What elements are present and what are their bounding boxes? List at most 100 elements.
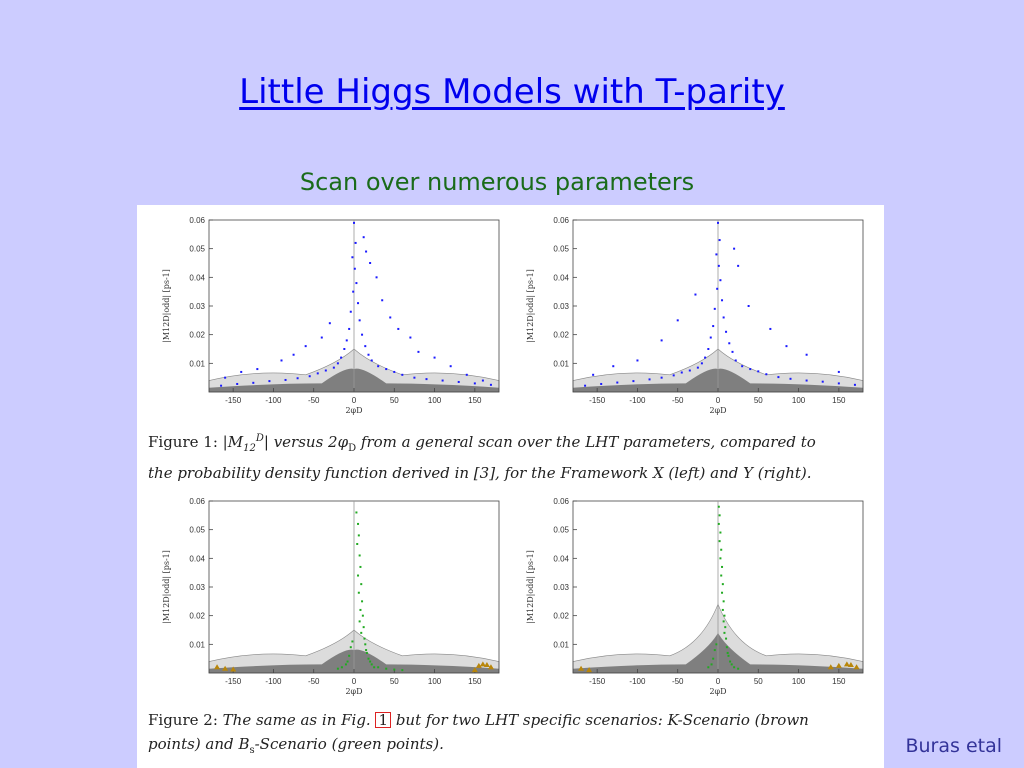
- data-point: [648, 378, 651, 381]
- data-point: [680, 371, 683, 374]
- data-point: [358, 554, 361, 557]
- data-point: [413, 376, 416, 379]
- scatter-panel-2: 0.01 0.02 0.03 0.04 0.05 0.06 -150 -100 -50 0 50 10…: [526, 216, 864, 415]
- x-tick-label: 50: [754, 677, 763, 686]
- y-tick-label: 0.05: [553, 245, 569, 254]
- data-point: [731, 350, 734, 353]
- data-point: [370, 663, 373, 666]
- data-point: [718, 239, 721, 242]
- data-point: [355, 511, 358, 514]
- y-tick-label: 0.02: [189, 612, 205, 621]
- x-tick-label: -50: [308, 677, 320, 686]
- slide-title[interactable]: Little Higgs Models with T-parity: [239, 72, 785, 112]
- y-tick-label: 0.01: [189, 640, 205, 649]
- data-point: [348, 327, 351, 330]
- x-tick-label: -150: [225, 396, 242, 405]
- data-point: [805, 353, 808, 356]
- y-tick-label: 0.04: [189, 273, 205, 282]
- x-tick-label: 50: [390, 396, 399, 405]
- caption-2-lead: The same as in Fig.: [222, 711, 371, 729]
- data-point: [358, 620, 361, 623]
- data-point: [636, 359, 639, 362]
- data-point: [835, 662, 842, 668]
- y-tick-label: 0.05: [553, 526, 569, 535]
- data-point: [352, 290, 355, 293]
- data-point: [805, 379, 808, 382]
- data-point: [381, 299, 384, 302]
- x-tick-label: -150: [225, 677, 242, 686]
- data-point: [704, 356, 707, 359]
- data-point: [724, 626, 727, 629]
- data-point: [721, 583, 724, 586]
- data-point: [483, 661, 490, 667]
- data-point: [722, 600, 725, 603]
- y-axis-label: |M12D|odd| [ps-1]: [162, 550, 171, 624]
- data-point: [222, 665, 229, 671]
- x-tick-label: -50: [672, 396, 684, 405]
- data-point: [712, 657, 715, 660]
- data-point: [343, 348, 346, 350]
- data-point: [725, 330, 728, 333]
- data-point: [837, 382, 840, 385]
- x-tick-label: 100: [792, 677, 806, 686]
- data-point: [688, 369, 691, 372]
- x-tick-label: 50: [754, 396, 763, 405]
- scatter-panel-3: 0.01 0.02 0.03 0.04 0.05 0.06 -150 -100 -50 0 50 10…: [162, 497, 500, 696]
- data-point: [694, 293, 697, 296]
- x-tick-label: 0: [716, 677, 721, 686]
- data-point: [357, 574, 360, 577]
- data-point: [284, 378, 287, 381]
- data-point: [718, 514, 721, 517]
- y-tick-label: 0.02: [553, 612, 569, 621]
- data-point: [725, 637, 728, 640]
- y-tick-label: 0.04: [553, 554, 569, 563]
- data-point: [728, 342, 731, 345]
- data-point: [723, 614, 726, 617]
- data-point: [727, 654, 730, 657]
- data-point: [707, 666, 710, 669]
- data-point: [367, 657, 370, 660]
- data-point: [214, 664, 221, 670]
- data-point: [765, 373, 768, 376]
- data-point: [449, 365, 452, 368]
- data-point: [373, 666, 376, 669]
- y-tick-label: 0.01: [189, 359, 205, 368]
- data-point: [723, 631, 726, 634]
- caption-1-line-2: the probability density function derived…: [148, 464, 812, 482]
- data-point: [328, 322, 331, 325]
- caption-2-k-symbol: K: [667, 711, 678, 729]
- data-point: [737, 667, 740, 670]
- data-point: [385, 368, 388, 371]
- data-point: [837, 370, 840, 373]
- data-point: [401, 669, 404, 672]
- data-point: [361, 614, 364, 617]
- data-point: [417, 350, 420, 353]
- caption-2-bs-sub: s: [249, 745, 255, 756]
- plots-canvas: 0.01 0.02 0.03 0.04 0.05 0.06 -150 -100 -50 0 50 10…: [162, 216, 864, 696]
- caption-2-line2-a: points) and: [148, 735, 234, 753]
- data-point: [351, 256, 354, 259]
- data-point: [719, 279, 722, 282]
- y-tick-label: 0.02: [553, 331, 569, 340]
- data-point: [660, 339, 663, 342]
- data-point: [847, 661, 854, 667]
- data-point: [280, 359, 283, 362]
- x-tick-label: 0: [352, 396, 357, 405]
- data-point: [236, 382, 239, 385]
- data-point: [757, 370, 760, 373]
- data-point: [324, 369, 327, 372]
- y-tick-label: 0.06: [553, 497, 569, 506]
- data-point: [749, 368, 752, 371]
- caption-2-line2-b: -Scenario (green points).: [254, 735, 444, 753]
- y-tick-label: 0.01: [553, 640, 569, 649]
- caption-2-mid: but for two LHT specific scenarios:: [395, 711, 663, 729]
- data-point: [359, 565, 362, 568]
- scatter-panel-4: 0.01 0.02 0.03 0.04 0.05 0.06 -150 -100 -50 0 50 10…: [526, 497, 864, 696]
- figure-reference-link[interactable]: 1: [375, 712, 392, 728]
- data-point: [777, 376, 780, 379]
- data-point: [733, 666, 736, 669]
- data-point: [719, 557, 722, 560]
- caption-2-k-text: -Scenario (brown: [677, 711, 809, 729]
- credit-text: Buras etal: [905, 735, 1002, 757]
- data-point: [370, 359, 373, 362]
